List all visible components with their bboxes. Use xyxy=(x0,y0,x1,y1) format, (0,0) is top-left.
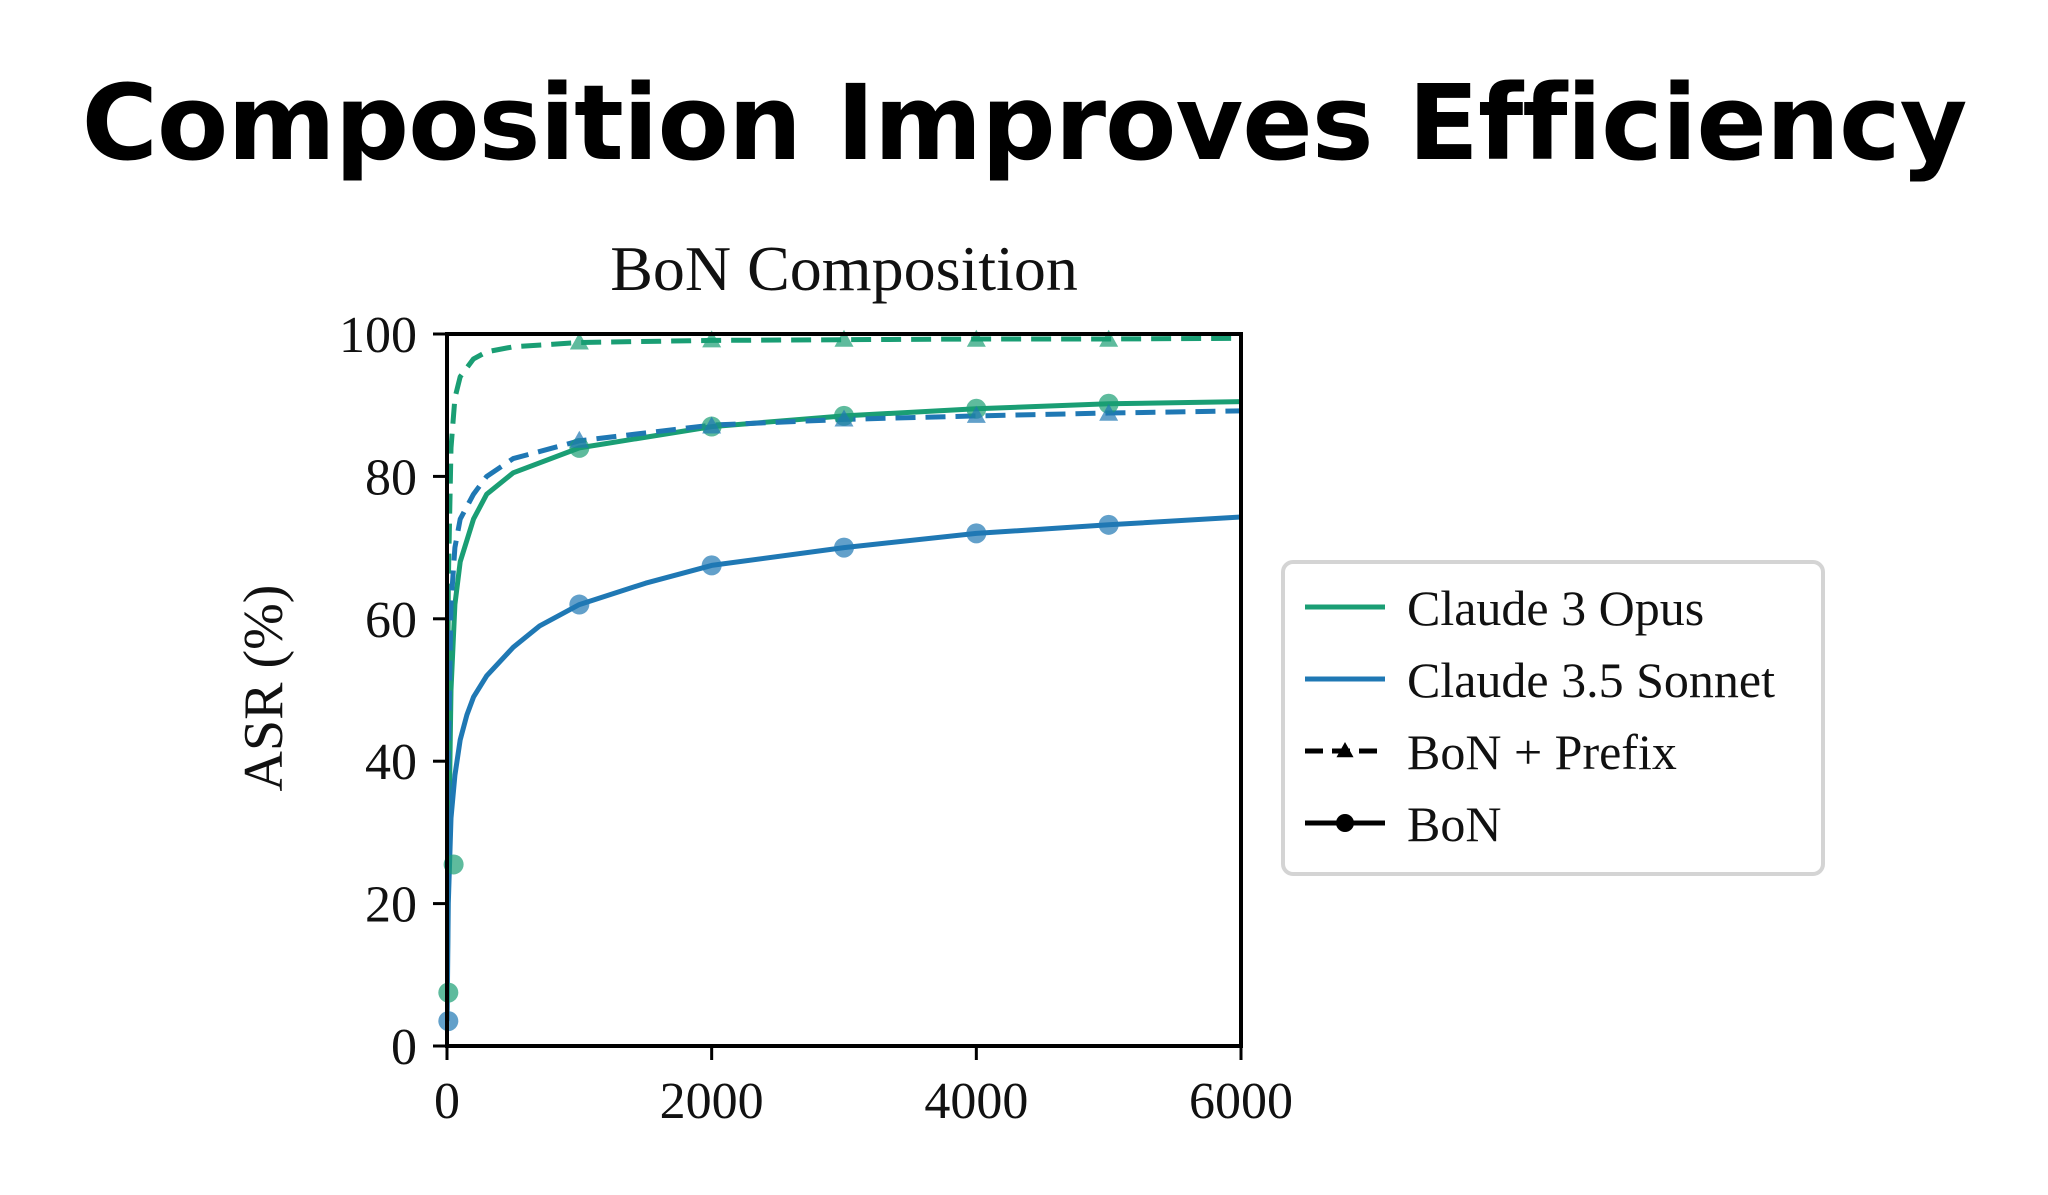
y-tick-label: 20 xyxy=(365,877,417,934)
plot-area xyxy=(438,329,1241,1032)
x-tick-label: 4000 xyxy=(924,1073,1028,1130)
legend-label: Claude 3.5 Sonnet xyxy=(1407,652,1775,708)
series-group xyxy=(447,335,1241,1022)
y-tick-label: 60 xyxy=(365,592,417,649)
sonnet-bon-marker xyxy=(834,537,854,558)
axes: 0 2000 4000 6000 0 20 40 60 80 100 xyxy=(339,307,1293,1130)
opus-prefix-marker xyxy=(966,329,986,347)
opus-prefix-marker xyxy=(702,330,722,348)
legend-triangle-marker xyxy=(1336,742,1354,758)
sonnet-bon-marker xyxy=(701,555,722,576)
y-tick-label: 0 xyxy=(391,1019,417,1076)
legend-label: Claude 3 Opus xyxy=(1407,580,1704,636)
sonnet-prefix-marker xyxy=(702,416,722,434)
sonnet-prefix-marker xyxy=(1099,403,1119,421)
sonnet-prefix-marker xyxy=(569,430,589,448)
opus-prefix-marker xyxy=(1099,329,1119,347)
x-tick-label: 2000 xyxy=(660,1073,764,1130)
legend-circle-marker xyxy=(1336,814,1354,832)
legend-label: BoN xyxy=(1407,796,1501,852)
y-axis-label: ASR (%) xyxy=(233,585,295,792)
chart-title: BoN Composition xyxy=(610,233,1078,304)
x-tick-label: 6000 xyxy=(1189,1073,1293,1130)
sonnet-prefix-marker xyxy=(834,409,854,427)
y-tick-label: 40 xyxy=(365,734,417,791)
page-title: Composition Improves Efficiency xyxy=(81,62,1968,184)
sonnet-bon-marker xyxy=(1098,514,1119,535)
opus-prefix-marker xyxy=(834,329,854,347)
sonnet-bon-marker xyxy=(966,523,987,544)
opus-bon-line xyxy=(447,399,1241,997)
opus-prefix-line xyxy=(447,335,1241,904)
legend: Claude 3 Opus Claude 3.5 Sonnet BoN + Pref… xyxy=(1281,560,1825,876)
y-tick-label: 100 xyxy=(339,307,417,364)
x-tick-label: 0 xyxy=(434,1073,460,1130)
sonnet-bon-line xyxy=(447,514,1241,1022)
legend-label: BoN + Prefix xyxy=(1407,724,1677,780)
opus-prefix-marker xyxy=(569,332,589,350)
sonnet-bon-marker xyxy=(569,594,590,615)
sonnet-prefix-line xyxy=(447,408,1241,1011)
plot-frame xyxy=(445,332,1243,1048)
y-tick-label: 80 xyxy=(365,449,417,506)
sonnet-prefix-marker xyxy=(966,405,986,423)
legend-box xyxy=(1281,560,1825,876)
